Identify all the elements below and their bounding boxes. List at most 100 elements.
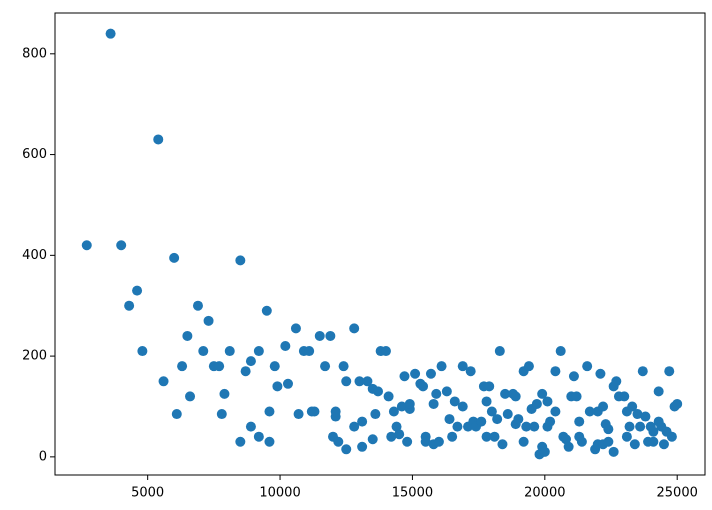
point [219,388,230,399]
plot-frame [54,12,706,476]
point [388,406,399,417]
point [648,426,659,437]
point [640,411,651,422]
point [380,346,391,357]
point [224,346,235,357]
point [494,346,505,357]
y-tick-label: 400 [22,248,47,263]
point [619,391,630,402]
point [624,421,635,432]
point [571,391,582,402]
point [264,406,275,417]
point [489,431,500,442]
point [476,416,487,427]
point [132,285,143,296]
point [320,361,331,372]
point [637,366,648,377]
point [653,386,664,397]
point [357,441,368,452]
point [447,431,458,442]
point [349,323,360,334]
point [367,434,378,445]
point [444,414,455,425]
point [386,431,397,442]
y-tick-label: 0 [39,449,47,464]
point [333,436,344,447]
point [518,436,529,447]
x-tick-label: 5000 [131,486,164,501]
point [531,398,542,409]
point [537,388,548,399]
point [608,446,619,457]
point [611,376,622,387]
point [171,409,182,420]
point [497,439,508,450]
point [325,330,336,341]
point [354,376,365,387]
point [245,421,256,432]
point [341,376,352,387]
point [457,401,468,412]
point [362,376,373,387]
point [621,431,632,442]
point [304,346,315,357]
point [235,255,246,266]
point [105,28,116,39]
point [513,414,524,425]
point [373,386,384,397]
point [158,376,169,387]
point [481,396,492,407]
point [116,240,127,251]
point [253,431,264,442]
point [523,361,534,372]
point [436,361,447,372]
point [235,436,246,447]
point [658,439,669,450]
point [330,406,341,417]
x-tick-label: 25000 [657,486,698,501]
point [595,368,606,379]
point [560,434,571,445]
point [240,366,251,377]
point [431,388,442,399]
point [349,421,360,432]
point [484,381,495,392]
point [550,366,561,377]
point [192,300,203,311]
point [449,396,460,407]
y-tick-label: 800 [22,46,47,61]
point [598,401,609,412]
point [584,406,595,417]
point [425,368,436,379]
point [203,315,214,326]
point [629,439,640,450]
point [603,424,614,435]
point [563,441,574,452]
point [280,341,291,352]
point [529,421,540,432]
point [357,416,368,427]
x-tick-label: 20000 [524,486,565,501]
point [627,401,638,412]
point [264,436,275,447]
point [399,371,410,382]
point [452,421,463,432]
point [341,444,352,455]
point [370,409,381,420]
point [635,421,646,432]
point [185,391,196,402]
point [137,346,148,357]
point [182,330,193,341]
point [510,391,521,402]
point [428,398,439,409]
y-tick-label: 600 [22,147,47,162]
point [500,388,511,399]
point [124,300,135,311]
point [391,421,402,432]
y-tick-label: 200 [22,349,47,364]
point [153,134,164,145]
point [404,398,415,409]
point [214,361,225,372]
point [309,406,320,417]
